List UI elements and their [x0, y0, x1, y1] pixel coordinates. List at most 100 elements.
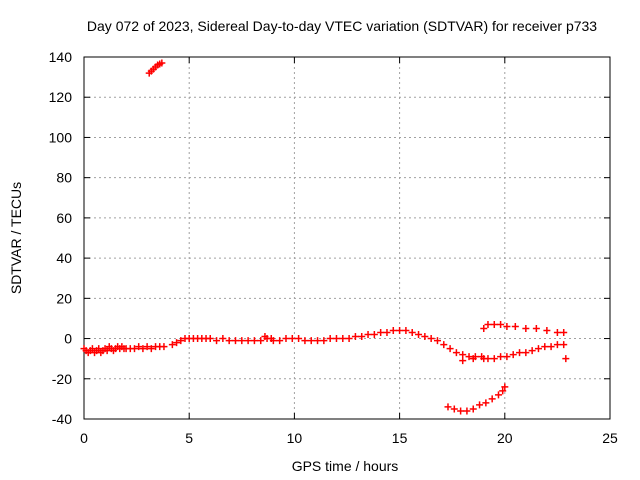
data-point	[560, 329, 568, 337]
data-point	[206, 335, 214, 343]
grid	[84, 57, 610, 419]
data-point	[547, 343, 555, 351]
data-point	[244, 337, 252, 345]
data-point	[339, 335, 347, 343]
y-tick-label: 140	[49, 49, 73, 65]
data-point	[469, 355, 477, 363]
series-main	[80, 327, 568, 363]
data-point	[553, 341, 561, 349]
data-point	[415, 331, 423, 339]
data-point	[160, 343, 168, 351]
data-point	[469, 405, 477, 413]
data-point	[501, 383, 509, 391]
data-point	[562, 355, 570, 363]
series-upper-branch	[480, 320, 568, 337]
data-point	[463, 407, 471, 415]
y-tick-label: -40	[52, 411, 72, 427]
data-point	[358, 333, 366, 341]
data-point	[158, 59, 166, 67]
data-point	[446, 345, 454, 353]
y-tick-label: 40	[56, 250, 72, 266]
data-point	[314, 337, 322, 345]
data-point	[482, 399, 490, 407]
x-tick-label: 25	[602, 430, 618, 446]
data-point	[522, 325, 530, 332]
y-tick-label: 80	[56, 170, 72, 186]
data-point	[532, 325, 540, 332]
data-point	[509, 351, 517, 359]
data-point	[534, 345, 542, 353]
data-point	[484, 320, 492, 328]
data-point	[147, 345, 155, 353]
data-point	[345, 335, 353, 343]
y-tick-labels: -40 -20 0 20 40 60 80 100 120 140	[49, 49, 73, 427]
data-point	[143, 343, 151, 351]
data-point	[168, 341, 176, 349]
data-point	[511, 322, 519, 330]
data-point	[288, 335, 296, 343]
data-marks	[80, 59, 570, 415]
data-point	[267, 335, 275, 343]
data-point	[177, 337, 185, 345]
data-point	[499, 387, 507, 395]
data-point	[295, 335, 303, 343]
data-point	[490, 320, 498, 328]
data-point	[480, 325, 488, 332]
y-tick-label: 60	[56, 210, 72, 226]
y-tick-label: 0	[64, 331, 72, 347]
data-point	[276, 337, 284, 345]
data-point	[307, 337, 315, 345]
data-point	[396, 327, 404, 335]
x-axis-label: GPS time / hours	[292, 458, 399, 474]
data-point	[497, 353, 505, 361]
data-point	[543, 327, 551, 335]
data-point	[95, 345, 103, 353]
axis-ticks	[83, 56, 611, 420]
data-point	[503, 353, 511, 361]
data-point	[457, 407, 465, 415]
data-point	[377, 329, 385, 337]
data-point	[173, 339, 181, 347]
data-point	[213, 337, 221, 345]
data-point	[488, 395, 496, 403]
x-tick-labels: 0 5 10 15 20 25	[80, 430, 618, 446]
x-tick-label: 0	[80, 430, 88, 446]
data-point	[516, 349, 524, 357]
data-point	[452, 349, 460, 357]
data-point	[320, 337, 328, 345]
data-point	[522, 349, 530, 357]
data-point	[433, 337, 441, 345]
data-point	[135, 343, 143, 351]
data-point	[402, 327, 410, 335]
x-tick-label: 20	[497, 430, 513, 446]
y-tick-label: 100	[49, 129, 73, 145]
data-point	[427, 335, 435, 343]
data-point	[503, 322, 511, 330]
data-point	[326, 335, 334, 343]
y-tick-label: -20	[52, 371, 72, 387]
plot-frame	[83, 56, 611, 420]
series-outlier-high	[145, 59, 166, 77]
data-point	[139, 345, 147, 353]
data-point	[130, 345, 138, 353]
y-axis-label: SDTVAR / TECUs	[8, 182, 24, 294]
series-lower-branch	[444, 383, 509, 415]
data-point	[250, 337, 258, 345]
x-tick-label: 5	[185, 430, 193, 446]
data-point	[528, 347, 536, 355]
data-point	[408, 329, 416, 337]
data-point	[261, 333, 269, 341]
data-point	[332, 335, 340, 343]
data-point	[225, 337, 233, 345]
data-point	[440, 341, 448, 349]
data-point	[238, 337, 246, 345]
data-point	[383, 329, 391, 337]
data-point	[421, 333, 429, 341]
data-point	[257, 337, 265, 345]
data-point	[480, 355, 488, 363]
data-point	[459, 357, 467, 365]
data-point	[476, 401, 484, 409]
data-point	[465, 353, 473, 361]
data-point	[219, 335, 227, 343]
